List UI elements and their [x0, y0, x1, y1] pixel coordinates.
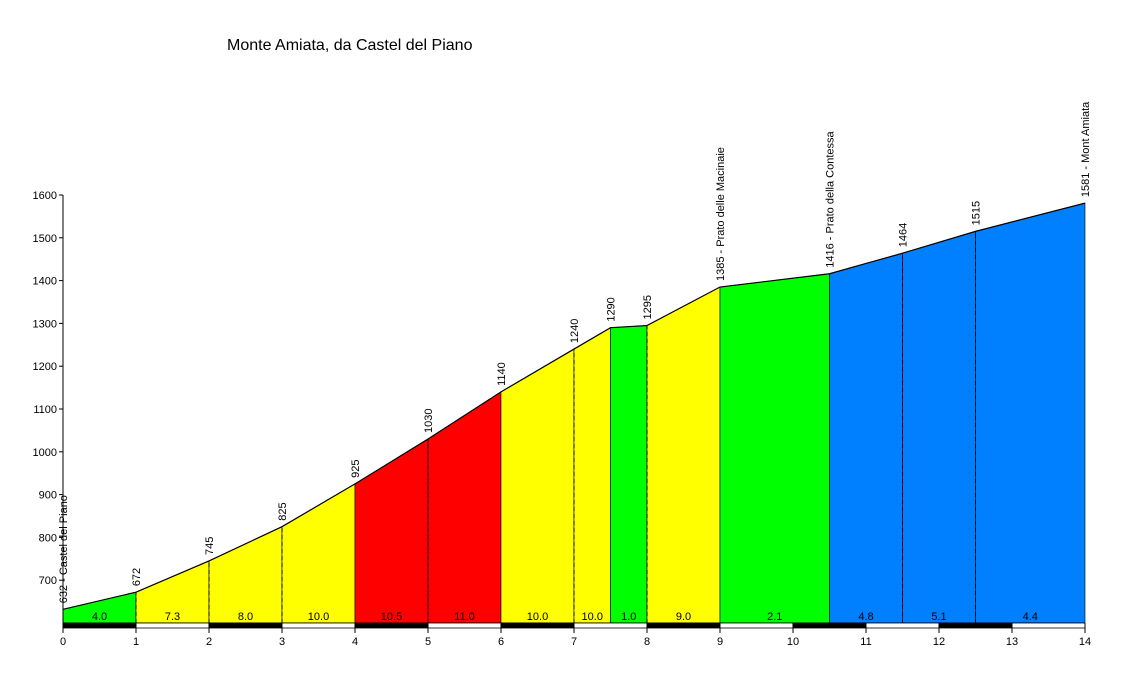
point-label-7: 1240 — [569, 319, 581, 343]
point-label-12: 1464 — [898, 223, 910, 247]
x-tick-label-4: 4 — [352, 636, 358, 648]
segment-fill-10 — [719, 273, 830, 624]
segment-fill-8 — [610, 325, 648, 624]
x-tick-label-6: 6 — [498, 636, 504, 648]
point-label-2: 745 — [204, 537, 216, 555]
profile-line — [62, 202, 1086, 610]
point-label-14: 1581 - Mont Amiata — [1080, 101, 1092, 197]
x-tick-label-12: 12 — [933, 636, 945, 648]
y-tick-label-8: 1500 — [33, 233, 57, 245]
x-tick-label-14: 14 — [1079, 636, 1091, 648]
point-label-3: 825 — [277, 502, 289, 520]
grade-label-9: 9.0 — [676, 611, 691, 623]
grade-label-12: 5.1 — [931, 611, 946, 623]
x-tick-label-10: 10 — [787, 636, 799, 648]
dashed-markers — [135, 231, 976, 623]
grade-label-4: 10.5 — [381, 611, 402, 623]
km-block-6 — [500, 622, 575, 629]
grade-label-2: 8.0 — [238, 611, 253, 623]
x-tick-label-8: 8 — [644, 636, 650, 648]
y-tick-labels: 700 800 900 1000 1100 1200 1300 1400 1500 1600 — [33, 190, 63, 587]
profile-outline — [62, 202, 1086, 610]
chart-title: Monte Amiata, da Castel del Piano — [227, 37, 473, 54]
grade-label-11: 4.8 — [858, 611, 873, 623]
grade-label-6: 10.0 — [527, 611, 548, 623]
grade-label-0: 4.0 — [92, 611, 107, 623]
y-tick-label-6: 1300 — [33, 318, 57, 330]
segment-fill-12 — [902, 230, 976, 624]
km-block-4 — [354, 622, 429, 629]
grade-label-1: 7.3 — [165, 611, 180, 623]
km-block-10 — [792, 622, 867, 629]
km-block-3 — [281, 622, 356, 629]
x-tick-label-11: 11 — [860, 636, 871, 648]
segment-fill-5 — [427, 391, 502, 624]
segment-fill-11 — [829, 252, 903, 624]
grade-label-13: 4.4 — [1023, 611, 1038, 623]
point-label-4: 925 — [350, 460, 362, 478]
segment-fill-13 — [975, 202, 1086, 624]
km-block-13 — [1011, 622, 1086, 629]
x-tick-label-3: 3 — [279, 636, 285, 648]
point-label-5: 1030 — [423, 408, 435, 432]
km-block-9 — [719, 622, 794, 629]
grade-label-5: 11.0 — [454, 611, 475, 623]
segment-fill-2 — [208, 526, 283, 624]
x-tick-label-5: 5 — [425, 636, 431, 648]
point-label-6: 1140 — [496, 362, 508, 386]
grade-label-3: 10.0 — [308, 611, 329, 623]
y-tick-label-7: 1400 — [33, 276, 57, 288]
y-tick-label-5: 1200 — [33, 361, 57, 373]
segment-fill-7 — [573, 327, 611, 624]
x-tick-label-2: 2 — [206, 636, 212, 648]
point-label-11: 1416 - Prato della Contessa — [825, 131, 837, 268]
km-block-1 — [135, 622, 210, 629]
grade-labels: 4.0 7.3 8.0 10.0 10.5 11.0 10.0 10.0 1.0 9.0 2.1 4.… — [92, 611, 1038, 623]
km-block-5 — [427, 622, 502, 629]
y-tick-label-2: 900 — [39, 490, 57, 502]
segment-fill-4 — [354, 438, 429, 624]
point-label-0: 632 - Castel del Piano — [58, 495, 70, 603]
grade-label-8: 1.0 — [621, 611, 636, 623]
y-tick-label-1: 800 — [39, 532, 57, 544]
segment-fills — [62, 202, 1086, 624]
y-tick-label-4: 1100 — [33, 404, 57, 416]
x-tick-label-1: 1 — [133, 636, 139, 648]
y-tick-label-9: 1600 — [33, 190, 57, 202]
grade-label-7: 10.0 — [582, 611, 603, 623]
x-tick-label-0: 0 — [60, 636, 66, 648]
grade-label-10: 2.1 — [767, 611, 782, 623]
x-tick-label-13: 13 — [1006, 636, 1018, 648]
km-block-0 — [62, 622, 137, 629]
km-block-11 — [865, 622, 940, 629]
km-block-7 — [573, 622, 648, 629]
point-label-8: 1290 — [606, 297, 618, 321]
km-block-12 — [938, 622, 1013, 629]
y-tick-label-0: 700 — [39, 575, 57, 587]
point-label-10: 1385 - Prato delle Macinaie — [715, 147, 727, 281]
segment-fill-6 — [500, 348, 575, 624]
point-label-13: 1515 — [971, 201, 983, 225]
point-label-9: 1295 — [642, 295, 654, 319]
x-tick-label-7: 7 — [571, 636, 577, 648]
point-label-1: 672 — [131, 568, 143, 586]
x-tick-labels: 0 1 2 3 4 5 6 7 8 9 10 11 12 13 14 — [60, 623, 1091, 648]
y-tick-label-3: 1000 — [33, 447, 57, 459]
segment-fill-9 — [646, 286, 721, 624]
km-block-8 — [646, 622, 721, 629]
x-tick-label-9: 9 — [717, 636, 723, 648]
km-block-2 — [208, 622, 283, 629]
point-labels: 632 - Castel del Piano 672 745 825 925 1030 11… — [58, 101, 1092, 603]
